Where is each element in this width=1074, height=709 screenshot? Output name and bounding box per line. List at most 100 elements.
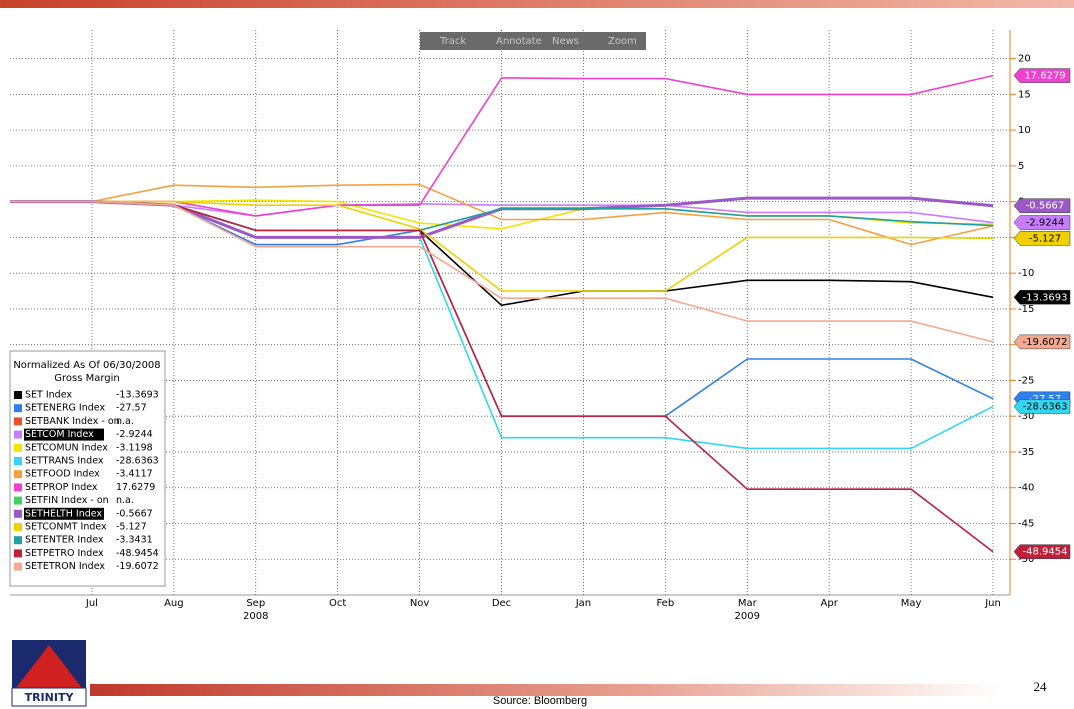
x-year-label: 2008 <box>243 611 268 622</box>
value-tag-label: -13.3693 <box>1023 292 1068 303</box>
x-tick-label: Jul <box>85 598 98 609</box>
legend-value: -3.3431 <box>116 535 153 546</box>
x-tick-label: Nov <box>410 598 430 609</box>
x-tick-label: Dec <box>492 598 511 609</box>
legend-label[interactable]: SETETRON Index <box>25 561 105 572</box>
value-tag-label: -19.6072 <box>1023 337 1068 348</box>
legend-label[interactable]: SETHELTH Index <box>25 508 102 519</box>
legend-swatch <box>14 391 22 399</box>
legend: Normalized As Of 06/30/2008 Gross Margin… <box>9 350 166 587</box>
y-tick-label: -30 <box>1018 411 1034 422</box>
legend-label[interactable]: SETCOM Index <box>25 429 94 440</box>
series-line <box>10 200 994 292</box>
legend-swatch <box>14 549 22 558</box>
toolbar-button[interactable]: Zoom <box>608 36 637 47</box>
value-tag <box>1013 198 1071 213</box>
legend-highlight <box>24 507 104 520</box>
legend-value: -13.3693 <box>116 390 159 401</box>
legend-value: n.a. <box>116 495 134 506</box>
bottom-bar <box>90 684 1000 696</box>
legend-swatch <box>14 443 22 452</box>
value-tag-label: -2.9244 <box>1026 218 1065 229</box>
legend-value: -3.1198 <box>116 442 153 453</box>
legend-swatch <box>14 404 22 413</box>
legend-value: -27.57 <box>116 403 147 414</box>
x-tick-label: Mar <box>738 598 758 609</box>
x-tick-label: May <box>901 598 922 609</box>
x-year-label: 2009 <box>735 611 760 622</box>
y-tick-label: -15 <box>1018 304 1034 315</box>
x-tick-label: Sep <box>246 598 265 609</box>
legend-value: -28.6363 <box>116 456 159 467</box>
x-tick-label: Jan <box>575 598 591 609</box>
series-line <box>10 183 994 246</box>
legend-value: n.a. <box>116 416 134 427</box>
toolbar-bg <box>420 32 646 50</box>
legend-subtitle: Gross Margin <box>54 373 120 384</box>
value-tag-label: -5.127 <box>1029 233 1061 244</box>
y-tick-label: -25 <box>1018 375 1034 386</box>
legend-swatch <box>14 470 22 479</box>
legend-swatch <box>14 523 22 531</box>
legend-value: -48.9454 <box>116 548 159 559</box>
legend-label[interactable]: SETTRANS Index <box>25 456 104 467</box>
legend-value: -19.6072 <box>116 561 159 572</box>
x-tick-label: Apr <box>821 598 839 609</box>
legend-box <box>9 350 166 587</box>
toolbar-button[interactable]: Track <box>439 36 466 47</box>
toolbar-button[interactable]: News <box>552 36 579 47</box>
legend-swatch <box>14 496 22 505</box>
y-tick-label: -10 <box>1018 268 1034 279</box>
legend-swatch <box>14 509 22 518</box>
legend-label[interactable]: SETCOMUN Index <box>25 442 108 453</box>
legend-label[interactable]: SETFIN Index - on <box>25 495 109 506</box>
logo-triangle <box>16 645 82 688</box>
value-tag <box>1013 544 1071 559</box>
legend-swatch <box>14 430 22 439</box>
legend-label[interactable]: SET Index <box>25 390 72 401</box>
logo-text: TRINITY <box>25 691 75 704</box>
y-tick-label: -35 <box>1018 447 1034 458</box>
value-tag <box>1013 290 1071 305</box>
legend-swatch <box>14 536 22 545</box>
page-number: 24 <box>1034 679 1048 694</box>
logo-band <box>11 687 87 707</box>
value-tag <box>1013 334 1071 350</box>
plot-area: 20151050-5-10-15-20-25-30-35-40-45-50Jul… <box>10 30 1071 622</box>
toolbar: Track Annotate News Zoom <box>420 32 646 50</box>
value-tag <box>1013 399 1071 414</box>
legend-label[interactable]: SETFOOD Index <box>25 469 100 480</box>
y-tick-label: 5 <box>1018 161 1024 172</box>
legend-label[interactable]: SETPETRO Index <box>25 548 104 559</box>
y-tick-label: -45 <box>1018 518 1034 529</box>
legend-label[interactable]: SETCONMT Index <box>25 522 107 533</box>
legend-label[interactable]: SETENTER Index <box>25 535 104 546</box>
y-tick-label: -50 <box>1018 554 1034 565</box>
legend-swatch <box>14 417 22 426</box>
value-tag <box>1013 215 1071 230</box>
legend-title: Normalized As Of 06/30/2008 <box>13 360 160 371</box>
legend-highlight <box>24 428 104 441</box>
legend-value: -5.127 <box>116 522 147 533</box>
value-tag-label: -48.9454 <box>1023 547 1068 558</box>
legend-value: -0.5667 <box>116 508 153 519</box>
value-tag <box>1013 231 1071 246</box>
legend-swatch <box>14 483 22 492</box>
legend-label[interactable]: SETPROP Index <box>25 482 98 493</box>
y-tick-label: 10 <box>1018 125 1031 136</box>
legend-value: 17.6279 <box>116 482 155 493</box>
value-tag-label: -0.5667 <box>1026 201 1065 212</box>
value-tag-label: -28.6363 <box>1023 401 1068 412</box>
source: Source: Bloomberg <box>493 695 587 707</box>
series-line <box>10 200 994 343</box>
toolbar-button[interactable]: Annotate <box>496 36 542 47</box>
y-tick-label: 15 <box>1018 89 1031 100</box>
logo: TRINITY <box>11 640 87 707</box>
x-tick-label: Feb <box>656 598 674 609</box>
y-tick-label: 20 <box>1018 54 1031 65</box>
legend-value: -3.4117 <box>116 469 153 480</box>
legend-label[interactable]: SETENERG Index <box>25 403 105 414</box>
x-tick-label: Aug <box>164 598 184 609</box>
legend-label[interactable]: SETBANK Index - on <box>25 416 120 427</box>
